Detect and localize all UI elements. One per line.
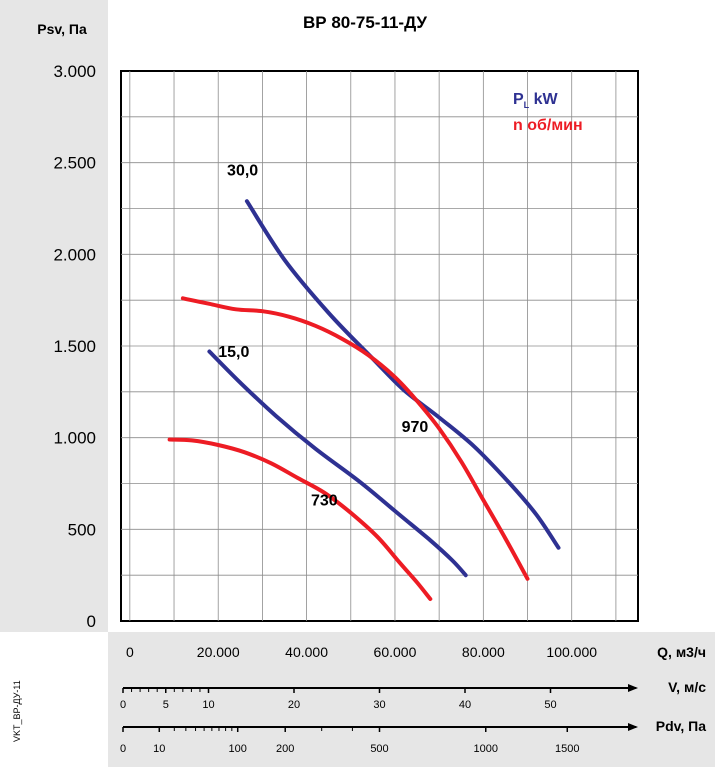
scale-tick-label: 0 [120, 699, 126, 711]
chart-title: ВР 80-75-11-ДУ [303, 13, 427, 32]
legend-speed: n об/мин [513, 117, 583, 134]
series-line-730 [167, 437, 433, 601]
scale-tick-label: 40 [459, 699, 471, 711]
x-tick-label: 100.000 [546, 644, 597, 660]
y-tick-label: 3.000 [53, 62, 96, 81]
scale-tick-label: 5 [163, 699, 169, 711]
curve-labels: 30,0 15,0 970 730 [218, 163, 428, 510]
series-line-15-0 [207, 349, 468, 578]
x-tick-label: 80.000 [462, 644, 505, 660]
scale-tick-label: 10 [153, 743, 165, 755]
scale-tick-label: 200 [276, 743, 294, 755]
scale-tick-label: 0 [120, 743, 126, 755]
y-tick-label: 0 [87, 612, 96, 631]
x-tick-label: 0 [126, 644, 134, 660]
x-axis-label: Q, м3/ч [657, 644, 706, 660]
series-group [167, 199, 561, 601]
scale-arrow-icon [628, 684, 638, 692]
series-line-970 [180, 296, 530, 581]
secondary-scales: 0 5 10 20 30 40 50 V, м/с 0 10 100 200 500 1000 1500 Pd… [120, 679, 706, 755]
y-tick-labels: 0 500 1.000 1.500 2.000 2.500 3.000 [53, 62, 96, 631]
grid-lines [121, 71, 638, 621]
scale-arrow-icon [628, 723, 638, 731]
scale-label: Pdv, Па [656, 718, 706, 734]
y-label-panel [0, 0, 108, 632]
y-tick-label: 1.500 [53, 337, 96, 356]
curve-label: 970 [402, 419, 429, 436]
side-label: VKT_ВР-ДУ-11 [12, 680, 22, 742]
scale-tick-label: 1000 [474, 743, 498, 755]
y-tick-label: 2.000 [53, 245, 96, 264]
scale-tick-label: 10 [202, 699, 214, 711]
scale-tick-label: 1500 [555, 743, 579, 755]
scale-tick-label: 30 [373, 699, 385, 711]
x-scale-panel [108, 632, 715, 767]
scale-tick-label: 50 [544, 699, 556, 711]
scale-tick-label: 500 [370, 743, 388, 755]
x-tick-label: 40.000 [285, 644, 328, 660]
curve-label: 730 [311, 493, 338, 510]
y-tick-label: 2.500 [53, 154, 96, 173]
y-tick-label: 500 [68, 520, 96, 539]
curve-label: 15,0 [218, 344, 249, 361]
x-tick-label: 60.000 [374, 644, 417, 660]
legend-power: PL kW [513, 91, 559, 110]
legend: PL kW n об/мин [513, 91, 583, 134]
y-axis-label: Psv, Па [37, 21, 87, 37]
y-tick-label: 1.000 [53, 429, 96, 448]
scale-label: V, м/с [668, 679, 706, 695]
x-tick-label: 20.000 [197, 644, 240, 660]
scale-tick-label: 100 [229, 743, 247, 755]
scale-tick-label: 20 [288, 699, 300, 711]
x-tick-labels: 0 20.000 40.000 60.000 80.000 100.000 [126, 644, 597, 660]
curve-label: 30,0 [227, 163, 258, 180]
